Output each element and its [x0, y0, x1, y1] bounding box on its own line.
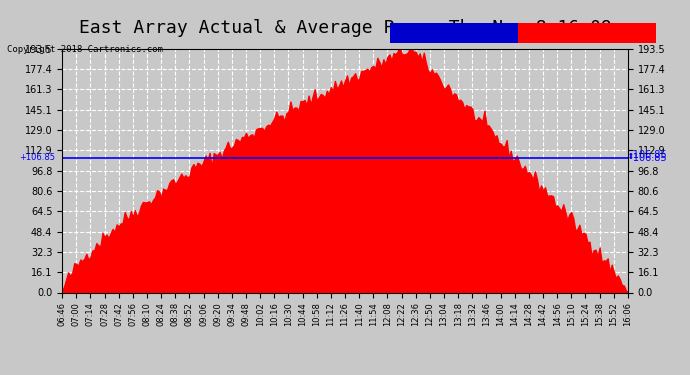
Text: East Array Actual & Average Power Thu Nov 8 16:09: East Array Actual & Average Power Thu No… — [79, 19, 611, 37]
Text: Average  (DC Watts): Average (DC Watts) — [393, 28, 495, 38]
Text: Copyright 2018 Cartronics.com: Copyright 2018 Cartronics.com — [7, 45, 163, 54]
Text: East Array  (DC Watts): East Array (DC Watts) — [521, 28, 639, 38]
Text: •106.85: •106.85 — [628, 150, 667, 160]
Text: •106.85: •106.85 — [628, 153, 667, 163]
Text: +106.85: +106.85 — [19, 153, 55, 162]
